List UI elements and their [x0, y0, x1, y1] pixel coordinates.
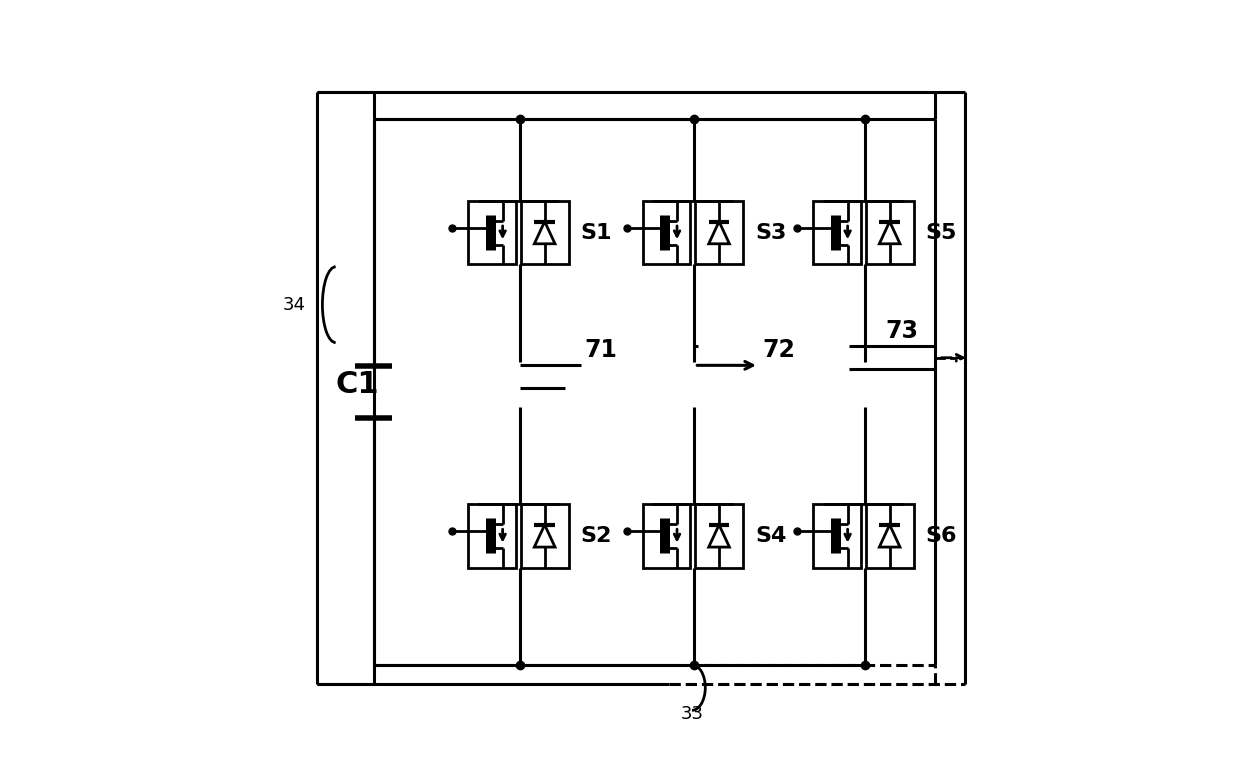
Bar [866, 201, 914, 265]
Text: 71: 71 [584, 338, 618, 362]
Bar [521, 504, 569, 568]
Bar [866, 504, 914, 568]
Bar [469, 504, 516, 568]
Text: S5: S5 [925, 223, 957, 243]
Bar [642, 201, 691, 265]
Text: S3: S3 [755, 223, 786, 243]
Text: S1: S1 [580, 223, 613, 243]
Bar [696, 201, 743, 265]
Text: 73: 73 [885, 319, 919, 343]
Text: 33: 33 [681, 705, 703, 723]
Text: 72: 72 [763, 338, 796, 362]
Bar [469, 201, 516, 265]
Text: 34: 34 [283, 296, 305, 314]
Bar [813, 504, 861, 568]
Bar [696, 504, 743, 568]
Bar [642, 504, 691, 568]
Text: C1: C1 [336, 370, 379, 399]
Bar [813, 201, 861, 265]
Bar [521, 201, 569, 265]
Text: S4: S4 [755, 526, 786, 546]
Text: S6: S6 [925, 526, 957, 546]
Text: S2: S2 [580, 526, 611, 546]
